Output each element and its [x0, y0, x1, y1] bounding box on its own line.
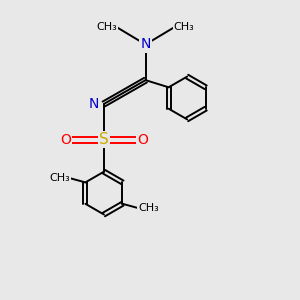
Text: N: N — [140, 38, 151, 52]
Text: N: N — [89, 97, 100, 111]
Text: S: S — [99, 132, 109, 147]
Text: CH₃: CH₃ — [49, 173, 70, 183]
Text: O: O — [137, 133, 148, 147]
Text: CH₃: CH₃ — [138, 203, 159, 213]
Text: O: O — [60, 133, 71, 147]
Text: CH₃: CH₃ — [174, 22, 195, 32]
Text: CH₃: CH₃ — [97, 22, 117, 32]
